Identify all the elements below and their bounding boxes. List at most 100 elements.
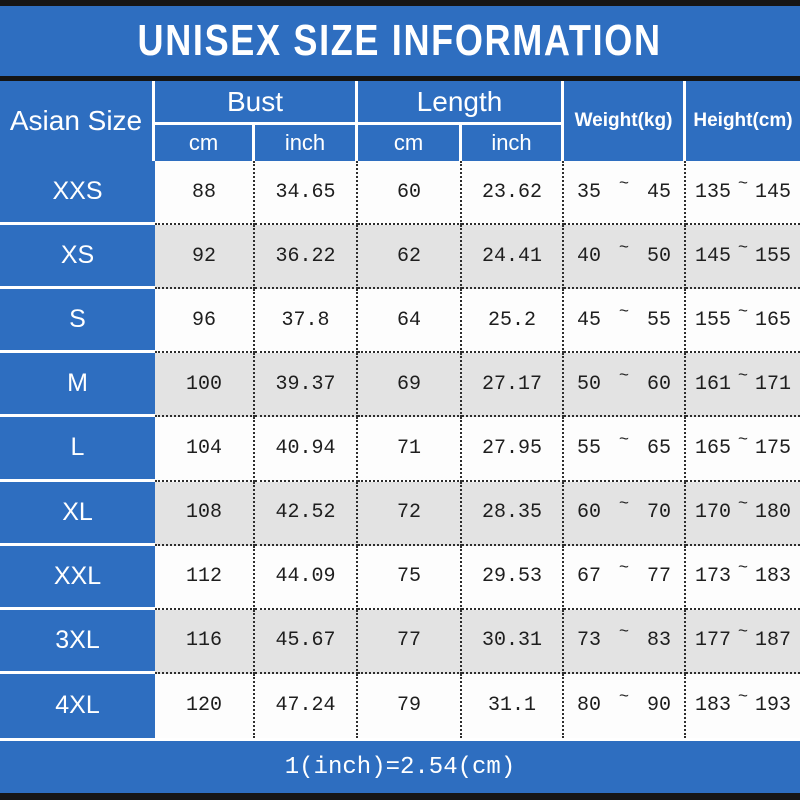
weight-range-cell: 67 ~ 77: [564, 545, 686, 610]
length-inch-cell: 24.41: [462, 225, 564, 290]
tilde-separator: ~: [618, 238, 630, 258]
header-weight: Weight(kg): [564, 81, 686, 161]
bust-cm-cell: 108: [155, 481, 255, 546]
bust-cm-cell: 92: [155, 225, 255, 290]
height-max: 175: [754, 436, 791, 460]
tilde-separator: ~: [737, 238, 749, 258]
bottom-border-bar: [0, 793, 800, 800]
height-range-cell: 177 ~ 187: [686, 609, 800, 674]
table-row: 4XL 120 47.24 79 31.1 80 ~ 90 183 ~ 193: [0, 673, 800, 738]
height-range-cell: 170 ~ 180: [686, 481, 800, 546]
size-cell: XXS: [0, 161, 155, 226]
weight-range-cell: 50 ~ 60: [564, 353, 686, 418]
weight-range-cell: 80 ~ 90: [564, 673, 686, 738]
tilde-separator: ~: [737, 366, 749, 386]
weight-max: 77: [646, 565, 671, 589]
weight-min: 55: [577, 436, 602, 460]
height-min: 145: [695, 244, 732, 268]
bust-inch-cell: 36.22: [255, 225, 358, 290]
weight-max: 50: [646, 244, 671, 268]
weight-min: 35: [577, 180, 602, 204]
header-asian-size: Asian Size: [0, 81, 155, 161]
length-inch-cell: 25.2: [462, 289, 564, 354]
table-row: L 104 40.94 71 27.95 55 ~ 65 165 ~ 175: [0, 417, 800, 482]
header-height: Height(cm): [693, 110, 793, 131]
size-cell: 4XL: [0, 673, 155, 738]
table-row: 3XL 116 45.67 77 30.31 73 ~ 83 177 ~ 187: [0, 609, 800, 674]
height-max: 187: [754, 629, 791, 653]
length-inch-cell: 31.1: [462, 673, 564, 738]
height-min: 165: [695, 436, 732, 460]
length-inch-cell: 27.95: [462, 417, 564, 482]
height-min: 161: [695, 372, 732, 396]
footer-band: 1(inch)=2.54(cm): [0, 738, 800, 793]
tilde-separator: ~: [737, 495, 749, 515]
height-min: 135: [695, 180, 732, 204]
header-length-units: cm inch: [358, 125, 561, 161]
weight-min: 50: [577, 372, 602, 396]
height-min: 173: [695, 565, 732, 589]
table-header: Asian Size Bust cm inch Length cm inch W…: [0, 81, 800, 161]
size-cell: XL: [0, 481, 155, 546]
height-min: 155: [695, 308, 732, 332]
height-range-cell: 165 ~ 175: [686, 417, 800, 482]
weight-max: 45: [646, 180, 671, 204]
header-group-bust: Bust cm inch: [155, 81, 358, 161]
conversion-note: 1(inch)=2.54(cm): [284, 753, 516, 781]
bust-cm-cell: 96: [155, 289, 255, 354]
height-max: 183: [754, 565, 791, 589]
bust-inch-cell: 37.8: [255, 289, 358, 354]
weight-max: 90: [646, 694, 671, 718]
size-cell: 3XL: [0, 609, 155, 674]
length-cm-cell: 71: [358, 417, 462, 482]
bust-inch-cell: 40.94: [255, 417, 358, 482]
table-row: XXS 88 34.65 60 23.62 35 ~ 45 135 ~ 145: [0, 161, 800, 226]
length-inch-cell: 30.31: [462, 609, 564, 674]
header-length: Length: [358, 81, 561, 125]
length-cm-cell: 69: [358, 353, 462, 418]
header-group-length: Length cm inch: [358, 81, 564, 161]
weight-range-cell: 35 ~ 45: [564, 161, 686, 226]
length-cm-cell: 79: [358, 673, 462, 738]
bust-cm-cell: 104: [155, 417, 255, 482]
length-inch-cell: 27.17: [462, 353, 564, 418]
tilde-separator: ~: [618, 366, 630, 386]
weight-range-cell: 55 ~ 65: [564, 417, 686, 482]
bust-inch-cell: 47.24: [255, 673, 358, 738]
table-row: S 96 37.8 64 25.2 45 ~ 55 155 ~ 165: [0, 289, 800, 354]
tilde-separator: ~: [737, 302, 749, 322]
table-row: XS 92 36.22 62 24.41 40 ~ 50 145 ~ 155: [0, 225, 800, 290]
header-bust-units: cm inch: [155, 125, 355, 161]
tilde-separator: ~: [618, 688, 630, 708]
top-border-bar: [0, 0, 800, 6]
length-inch-cell: 29.53: [462, 545, 564, 610]
length-cm-cell: 77: [358, 609, 462, 674]
height-max: 171: [754, 372, 791, 396]
tilde-separator: ~: [618, 430, 630, 450]
weight-min: 40: [577, 244, 602, 268]
header-length-cm: cm: [358, 125, 462, 161]
table-row: M 100 39.37 69 27.17 50 ~ 60 161 ~ 171: [0, 353, 800, 418]
weight-range-cell: 45 ~ 55: [564, 289, 686, 354]
bust-inch-cell: 45.67: [255, 609, 358, 674]
size-cell: M: [0, 353, 155, 418]
height-min: 170: [695, 501, 732, 525]
length-cm-cell: 72: [358, 481, 462, 546]
length-cm-cell: 75: [358, 545, 462, 610]
weight-max: 60: [646, 372, 671, 396]
weight-min: 45: [577, 308, 602, 332]
weight-max: 70: [646, 501, 671, 525]
tilde-separator: ~: [618, 302, 630, 322]
tilde-separator: ~: [737, 688, 749, 708]
height-range-cell: 183 ~ 193: [686, 673, 800, 738]
tilde-separator: ~: [737, 174, 749, 194]
weight-max: 55: [646, 308, 671, 332]
header-bust: Bust: [155, 81, 355, 125]
header-length-inch: inch: [491, 130, 532, 155]
size-cell: XS: [0, 225, 155, 290]
length-inch-cell: 28.35: [462, 481, 564, 546]
bust-cm-cell: 88: [155, 161, 255, 226]
title-divider: [0, 76, 800, 81]
header-bust-cm: cm: [155, 125, 255, 161]
